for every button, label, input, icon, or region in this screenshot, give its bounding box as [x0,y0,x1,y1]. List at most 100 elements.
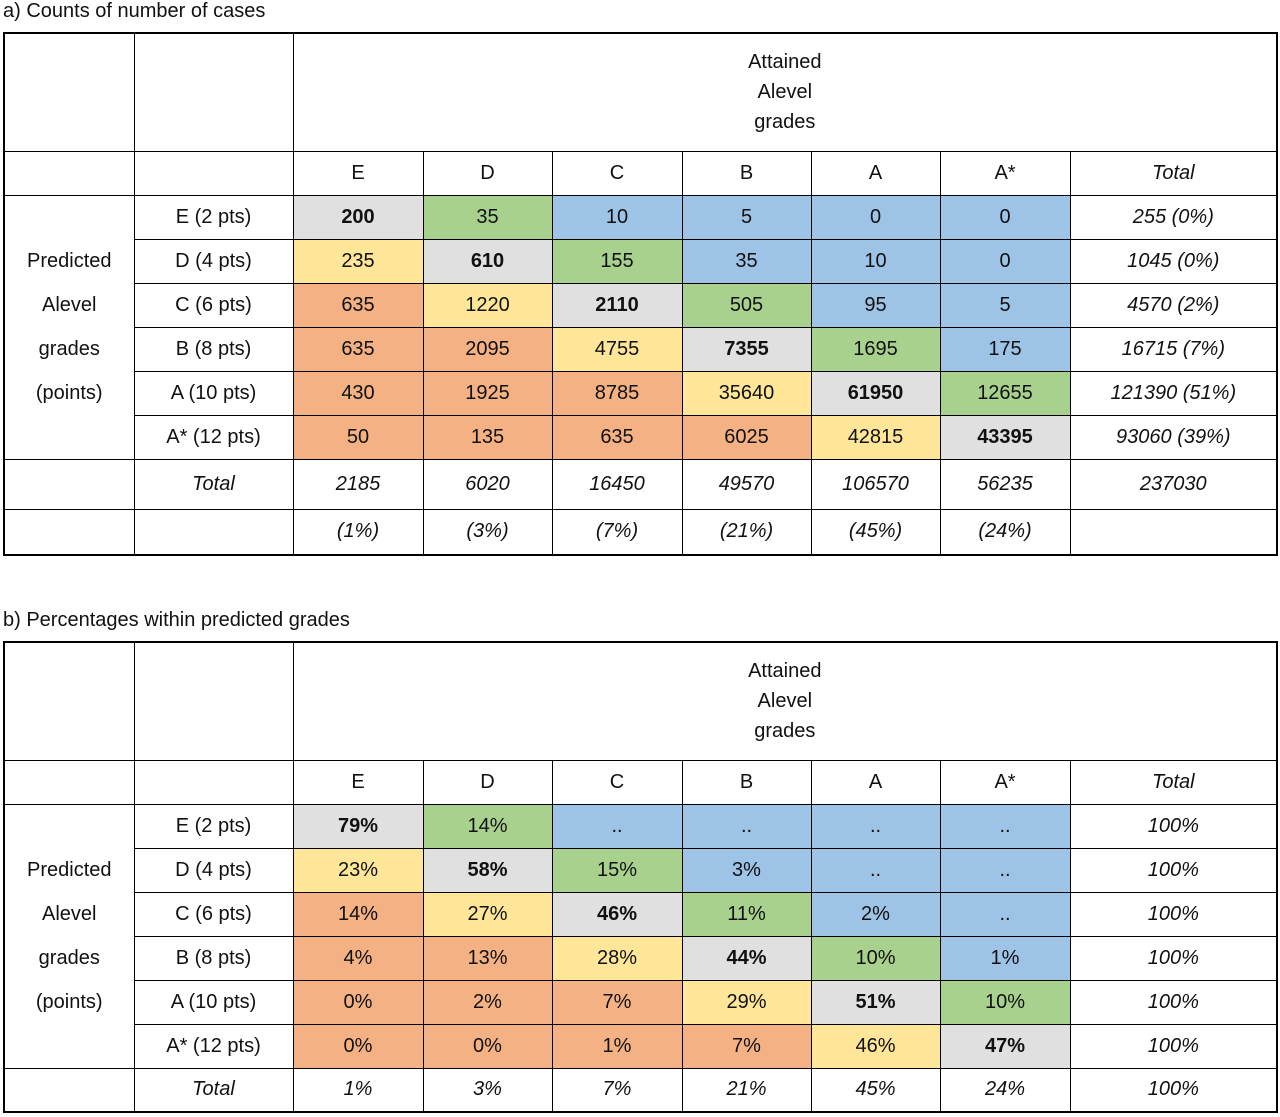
header-line: Attained [748,660,822,683]
row-total: 16715 (7%) [1069,326,1278,372]
row-total: 100% [1069,1023,1278,1069]
row-total: 100% [1069,891,1278,937]
data-row: B (8 pts) 4% 13% 28% 44% 10% 1% 100% [4,935,1278,981]
column-total: 100% [1069,1067,1278,1113]
column-header: A* [939,759,1071,805]
cell: 505 [681,282,812,328]
cell: .. [939,803,1071,849]
cell: 0% [292,979,424,1025]
column-percent: (1%) [292,508,424,556]
row-label: D (4 pts) [133,847,294,893]
row-header-line: Alevel [42,903,97,925]
column-header: D [422,150,553,196]
column-header: Total [1069,759,1278,805]
cell: 14% [422,803,553,849]
column-header: C [551,150,683,196]
row-label: E (2 pts) [133,194,294,240]
cell: 6025 [681,414,812,460]
row-header-line: Predicted [27,250,112,272]
cell: 14% [292,891,424,937]
cell: 61950 [810,370,941,416]
empty-cell [3,508,135,556]
data-row: Predicted Alevel grades (points) E (2 pts) 20… [3,194,1278,460]
header-row: Attained Alevel grades [3,32,1278,152]
cell: 0 [939,238,1071,284]
cell: 95 [810,282,941,328]
cell: 35640 [681,370,812,416]
empty-cell [133,508,294,556]
cell: 7% [551,979,683,1025]
cell: 635 [551,414,683,460]
row-total: 100% [1069,979,1278,1025]
column-header: C [551,759,683,805]
row-header: Predicted Alevel grades (points) [3,803,135,1069]
cell: .. [810,847,941,893]
cell: 2095 [422,326,553,372]
header-line: grades [754,720,816,743]
header-line: Attained [748,51,822,74]
column-header: B [681,150,812,196]
data-row: D (4 pts) 235 610 155 35 10 0 1045 (0%) [4,238,1278,284]
cell: 7355 [681,326,812,372]
empty-cell [3,150,135,196]
column-header: A* [939,150,1071,196]
cell: 44% [681,935,812,981]
column-header: D [422,759,553,805]
cell: 10 [551,194,683,240]
row-label: B (8 pts) [133,326,294,372]
cell: .. [810,803,941,849]
column-percent: (24%) [939,508,1071,556]
cell: 35 [681,238,812,284]
column-total: 56235 [939,458,1071,510]
cell: 1% [551,1023,683,1069]
cell: 15% [551,847,683,893]
column-total: 45% [810,1067,941,1113]
column-header: E [292,759,424,805]
cell: 79% [292,803,424,849]
table: Attained Alevel grades E D C B A A* Total Predicte… [3,641,1279,1113]
row-header-line: grades [38,947,100,969]
cell: 29% [681,979,812,1025]
header-line: Alevel [757,81,813,104]
row-label: A (10 pts) [133,979,294,1025]
cell: 635 [292,326,424,372]
data-row: C (6 pts) 14% 27% 46% 11% 2%.. 100% [4,891,1278,937]
cell: 3% [681,847,812,893]
empty-cell [133,150,294,196]
column-total: 237030 [1069,458,1278,510]
cell: 46% [551,891,683,937]
cell: 200 [292,194,424,240]
empty-cell [3,32,135,152]
header-row: Attained Alevel grades [3,641,1278,761]
row-label: D (4 pts) [133,238,294,284]
header-cell: Attained Alevel grades [292,32,1278,152]
column-header: E [292,150,424,196]
row-header-line: Predicted [27,859,112,881]
cell: 12655 [939,370,1071,416]
cell: 175 [939,326,1071,372]
column-percent: (7%) [551,508,683,556]
total-label: Total [133,458,294,510]
empty-cell [133,641,294,761]
cell: 42815 [810,414,941,460]
row-total: 255 (0%) [1069,194,1278,240]
row-label: B (8 pts) [133,935,294,981]
cell: 5 [939,282,1071,328]
row-label: C (6 pts) [133,282,294,328]
cell: 0 [939,194,1071,240]
total-row: Total 1% 3% 7% 21% 45% 24% 100% [3,1067,1278,1113]
data-row: A (10 pts) 0% 2% 7% 29% 51% 10% 100% [4,979,1278,1025]
cell: 7% [681,1023,812,1069]
total-label: Total [133,1067,294,1113]
cell: 5 [681,194,812,240]
column-header: A [810,759,941,805]
table: Attained Alevel grades E D C B A A* Total Predicte… [3,32,1279,556]
row-total: 1045 (0%) [1069,238,1278,284]
cell: .. [681,803,812,849]
cell: 135 [422,414,553,460]
cell: 1695 [810,326,941,372]
row-total: 100% [1069,935,1278,981]
cell: 27% [422,891,553,937]
cell: 4755 [551,326,683,372]
